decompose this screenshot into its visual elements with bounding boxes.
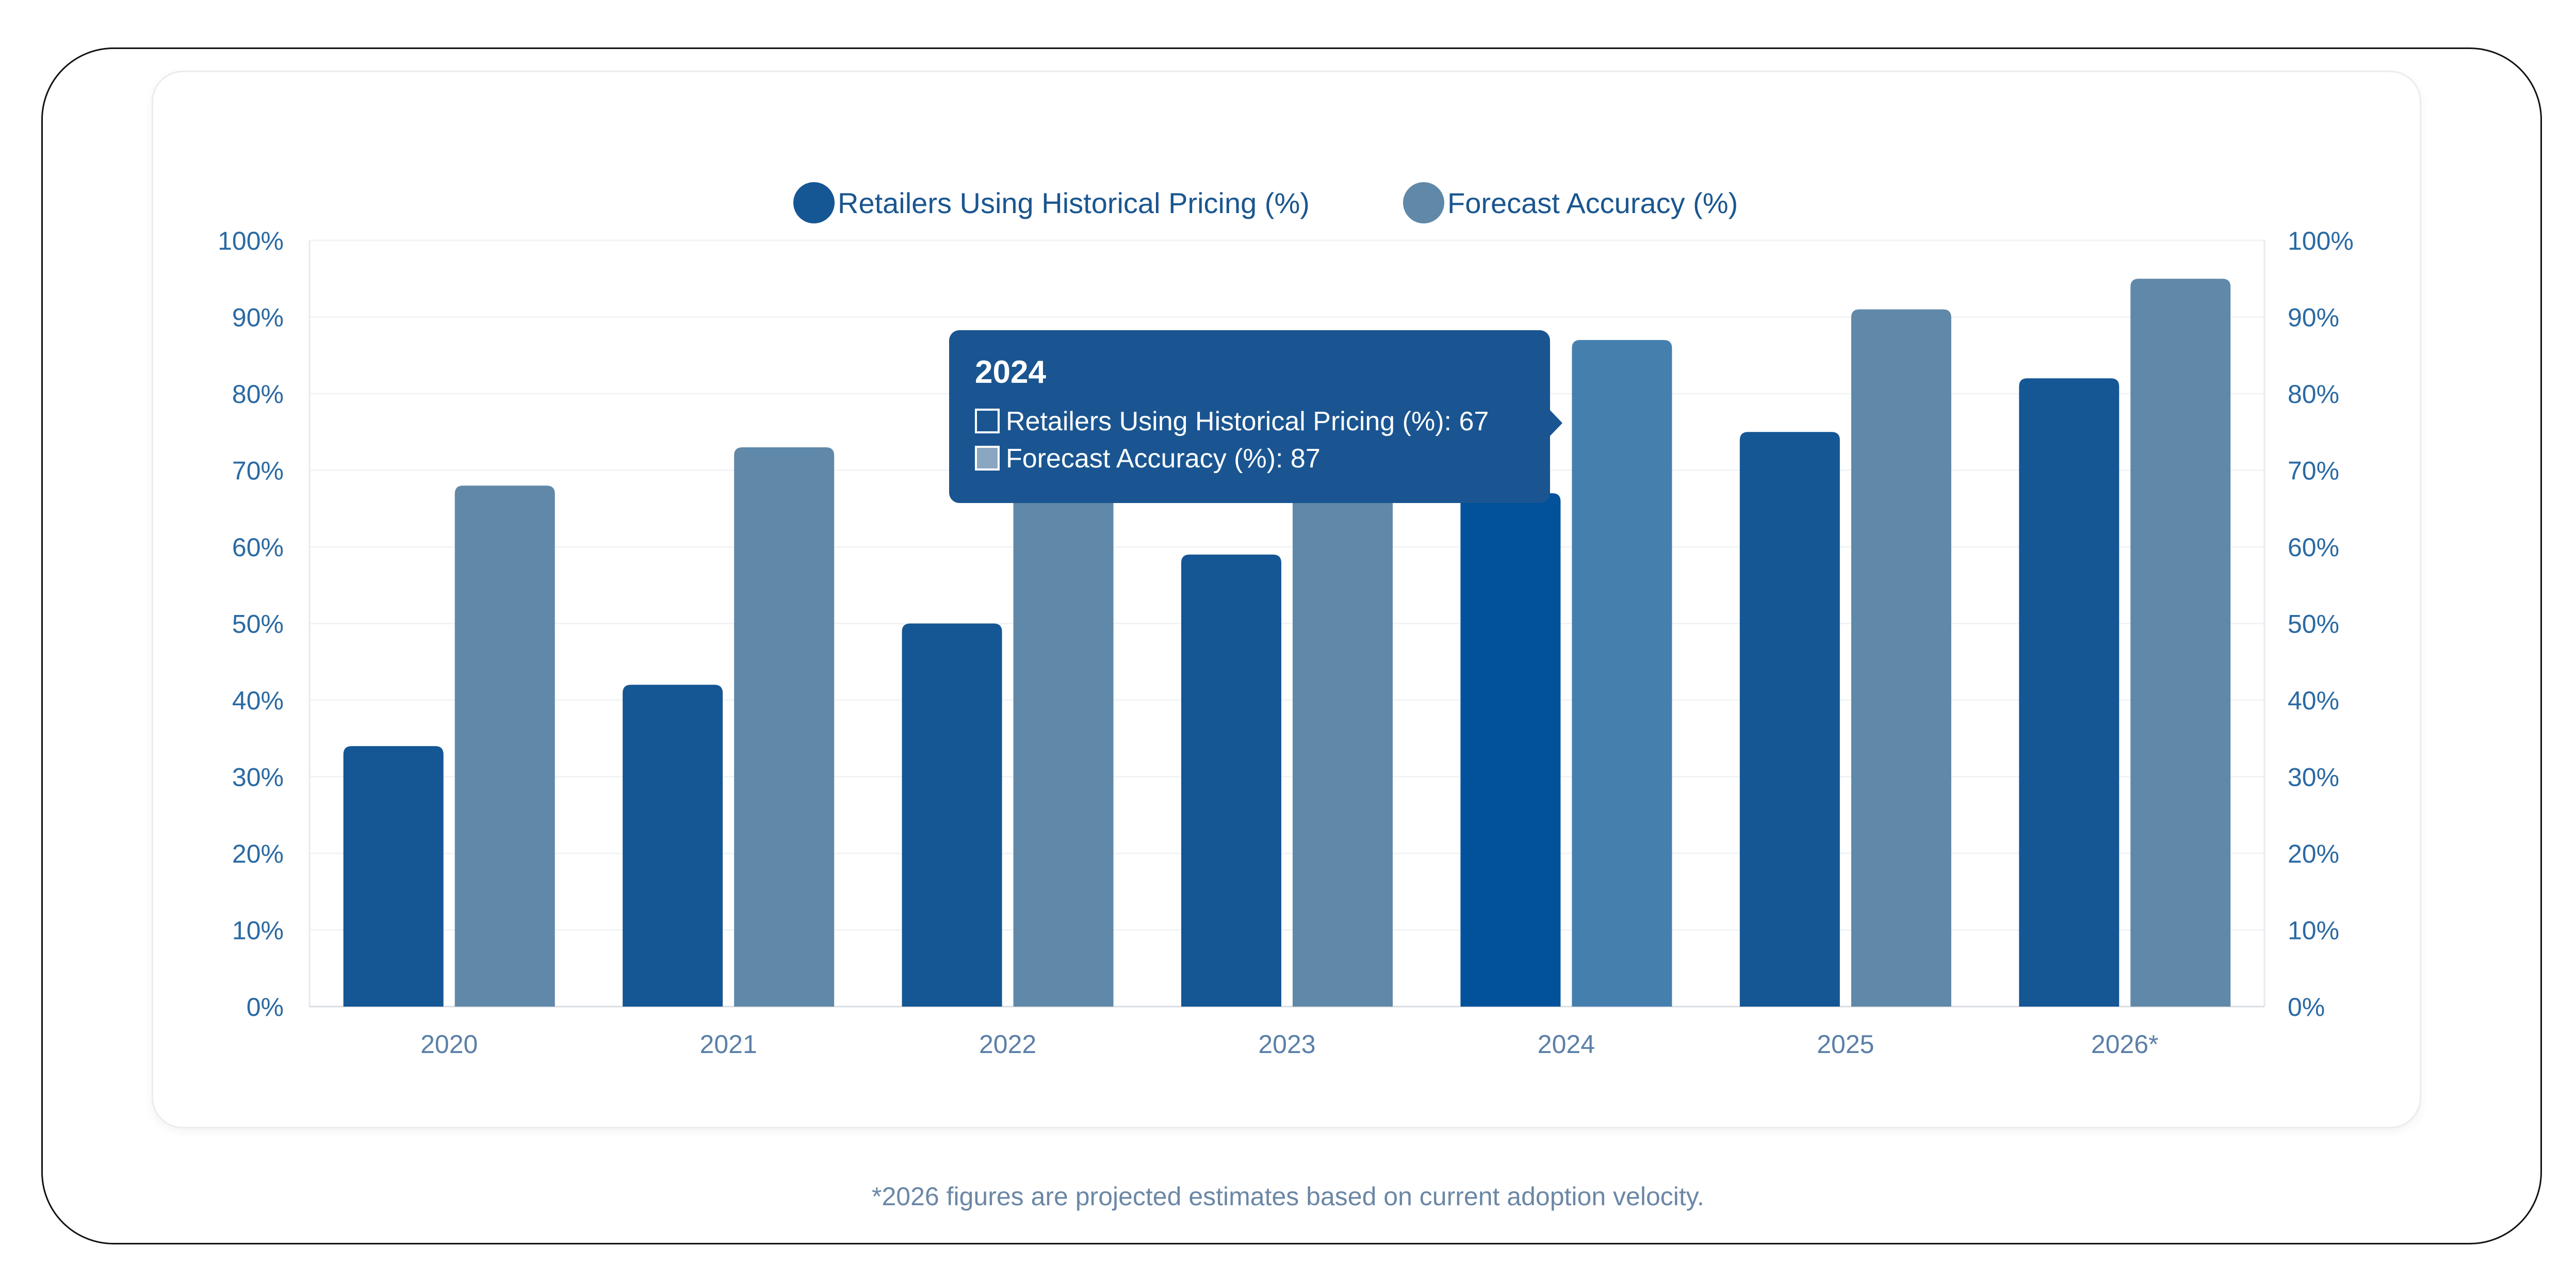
bar-forecast-accuracy-2026*[interactable]	[2130, 279, 2231, 1007]
tooltip: 2024 Retailers Using Historical Pricing (…	[949, 330, 1562, 503]
right-y-tick-label: 0%	[2288, 993, 2325, 1022]
y-tick-label: 80%	[232, 380, 284, 409]
bar-historical-pricing-2022[interactable]	[902, 623, 1002, 1007]
legend-item-forecast-accuracy[interactable]: Forecast Accuracy (%)	[1403, 182, 1738, 223]
right-y-tick-label: 90%	[2288, 303, 2339, 332]
bar-forecast-accuracy-2024[interactable]	[1572, 340, 1672, 1007]
bar-forecast-accuracy-2021[interactable]	[734, 447, 835, 1007]
legend-swatch	[1403, 182, 1444, 223]
bar-forecast-accuracy-2020[interactable]	[454, 485, 555, 1007]
tooltip-box	[949, 330, 1550, 503]
right-y-tick-label: 40%	[2288, 686, 2339, 715]
bar-historical-pricing-2026*[interactable]	[2019, 378, 2120, 1007]
x-tick-label: 2024	[1538, 1030, 1595, 1059]
y-tick-label: 90%	[232, 303, 284, 332]
y-tick-label: 40%	[232, 686, 284, 715]
right-y-tick-label: 80%	[2288, 380, 2339, 409]
tooltip-swatch	[975, 446, 1000, 471]
y-tick-label: 60%	[232, 533, 284, 562]
legend-label: Forecast Accuracy (%)	[1447, 187, 1738, 219]
y-tick-label: 70%	[232, 457, 284, 485]
footnote: *2026 figures are projected estimates ba…	[872, 1182, 1704, 1211]
right-y-tick-label: 30%	[2288, 763, 2339, 792]
legend-swatch	[793, 182, 835, 223]
right-y-tick-label: 20%	[2288, 839, 2339, 868]
legend-item-historical-pricing[interactable]: Retailers Using Historical Pricing (%)	[793, 182, 1310, 223]
x-axis: 2020 2021 2022 2023 2024 2025 2026*	[420, 1030, 2159, 1059]
bar-historical-pricing-2021[interactable]	[623, 685, 723, 1007]
bar-forecast-accuracy-2025[interactable]	[1851, 309, 1951, 1007]
x-tick-label: 2022	[979, 1030, 1036, 1059]
y-tick-label: 50%	[232, 610, 284, 639]
bar-forecast-accuracy-2022[interactable]	[1013, 416, 1114, 1007]
bar-forecast-accuracy-2023[interactable]	[1293, 386, 1393, 1007]
bar-historical-pricing-2024[interactable]	[1460, 493, 1561, 1007]
y-tick-label: 30%	[232, 763, 284, 792]
tooltip-line: Forecast Accuracy (%): 87	[1006, 444, 1320, 474]
tooltip-line: Retailers Using Historical Pricing (%): …	[1006, 407, 1489, 436]
tooltip-pointer	[1550, 410, 1562, 436]
tooltip-title: 2024	[975, 354, 1046, 390]
bars	[343, 279, 2231, 1007]
x-tick-label: 2021	[700, 1030, 757, 1059]
legend: Retailers Using Historical Pricing (%) Fo…	[793, 182, 1738, 223]
bar-historical-pricing-2023[interactable]	[1181, 554, 1281, 1007]
right-y-tick-label: 60%	[2288, 533, 2339, 562]
x-tick-label: 2020	[420, 1030, 478, 1059]
right-y-tick-label: 10%	[2288, 916, 2339, 945]
tooltip-swatch	[975, 409, 1000, 433]
y-axis-left: 0% 10% 20% 30% 40% 50% 60% 70% 80% 90% 100%	[218, 226, 284, 1022]
right-y-tick-label: 50%	[2288, 610, 2339, 639]
legend-label: Retailers Using Historical Pricing (%)	[838, 187, 1310, 219]
bar-historical-pricing-2020[interactable]	[343, 746, 444, 1007]
y-axis-right: 0% 10% 20% 30% 40% 50% 60% 70% 80% 90% 100%	[2288, 226, 2354, 1022]
x-tick-label: 2026*	[2091, 1030, 2159, 1059]
y-tick-label: 0%	[247, 993, 284, 1022]
y-tick-label: 100%	[218, 226, 284, 255]
bar-historical-pricing-2025[interactable]	[1739, 432, 1840, 1007]
right-y-tick-label: 70%	[2288, 457, 2339, 485]
y-tick-label: 20%	[232, 839, 284, 868]
x-tick-label: 2023	[1258, 1030, 1315, 1059]
right-y-tick-label: 100%	[2288, 226, 2354, 255]
x-tick-label: 2025	[1817, 1030, 1874, 1059]
y-tick-label: 10%	[232, 916, 284, 945]
